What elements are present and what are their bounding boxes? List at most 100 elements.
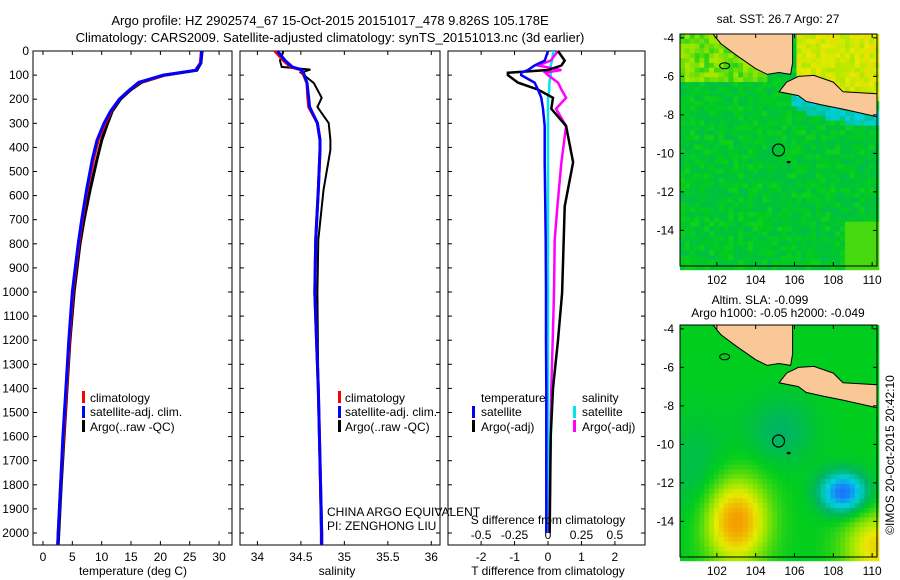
- map-cell: [859, 255, 865, 261]
- map-cell: [801, 212, 807, 218]
- map-cell: [718, 450, 724, 456]
- map-cell: [791, 111, 797, 117]
- map-cell: [762, 382, 768, 388]
- x-tick-label: 104: [746, 564, 766, 578]
- map-cell: [728, 255, 734, 261]
- map-cell: [806, 67, 812, 73]
- map-cell: [728, 556, 734, 562]
- map-cell: [840, 416, 846, 422]
- map-cell: [815, 149, 822, 155]
- map-cell: [714, 426, 720, 432]
- map-cell: [704, 551, 710, 557]
- map-cell: [777, 546, 783, 552]
- map-cell: [840, 363, 846, 369]
- map-cell: [786, 363, 792, 369]
- map-cell: [859, 236, 865, 242]
- map-cell: [680, 512, 686, 518]
- s-tick-label: 0: [545, 528, 552, 542]
- map-cell: [801, 507, 807, 514]
- map-cell: [777, 435, 783, 441]
- map-cell: [699, 498, 705, 504]
- map-cell: [704, 498, 710, 504]
- map-cell: [835, 455, 841, 461]
- map-cell: [781, 125, 788, 131]
- map-cell: [733, 411, 739, 417]
- map-cell: [738, 469, 744, 475]
- map-cell: [869, 154, 875, 160]
- map-cell: [835, 202, 841, 208]
- map-cell: [743, 517, 749, 523]
- map-cell: [869, 522, 875, 528]
- map-cell: [757, 197, 763, 203]
- map-cell: [772, 522, 778, 528]
- map-cell: [752, 387, 758, 393]
- map-cell: [777, 421, 783, 427]
- map-cell: [723, 498, 729, 504]
- map-cell: [704, 212, 710, 218]
- map-cell: [723, 402, 729, 408]
- map-cell: [757, 406, 763, 412]
- x-tick-label: 10: [95, 550, 109, 564]
- map-cell: [781, 115, 788, 121]
- map-cell: [723, 353, 729, 360]
- map-cell: [825, 402, 831, 408]
- map-cell: [684, 120, 691, 126]
- map-cell: [864, 421, 870, 427]
- map-cell: [777, 532, 783, 538]
- map-cell: [757, 202, 763, 208]
- map-cell: [723, 527, 729, 533]
- map-cell: [743, 522, 749, 528]
- map-cell: [791, 387, 797, 393]
- map-cell: [825, 130, 831, 136]
- map-cell: [699, 96, 705, 102]
- map-cell: [752, 178, 758, 184]
- map-cell: [786, 173, 792, 179]
- map-cell: [825, 207, 831, 213]
- map-cell: [709, 265, 715, 271]
- map-cell: [733, 450, 739, 456]
- map-cell: [738, 255, 744, 261]
- map-cell: [815, 469, 822, 475]
- map-cell: [684, 62, 691, 69]
- map-cell: [791, 72, 797, 78]
- map-cell: [830, 546, 836, 552]
- map-cell: [757, 231, 763, 237]
- x-tick-label: -1: [509, 550, 520, 564]
- map-cell: [854, 212, 860, 218]
- map-cell: [762, 77, 768, 83]
- map-cell: [820, 207, 826, 213]
- map-cell: [796, 493, 802, 499]
- map-cell: [869, 459, 875, 465]
- map-cell: [796, 168, 802, 174]
- map-cell: [849, 53, 855, 59]
- map-cell: [791, 541, 797, 547]
- map-cell: [781, 159, 788, 165]
- map-cell: [723, 159, 729, 165]
- map-cell: [781, 474, 788, 480]
- map-cell: [699, 101, 705, 107]
- map-cell: [772, 373, 778, 379]
- map-cell: [849, 221, 855, 227]
- map-cell: [864, 125, 870, 131]
- map-cell: [781, 411, 788, 417]
- x-tick-label: 34.5: [289, 550, 313, 564]
- map-cell: [757, 72, 763, 78]
- map-cell: [714, 517, 720, 523]
- map-cell: [815, 527, 822, 533]
- map-cell: [830, 67, 836, 73]
- map-cell: [777, 430, 783, 437]
- map-cell: [781, 445, 788, 451]
- map-cell: [752, 392, 758, 398]
- map-cell: [752, 358, 758, 364]
- map-cell: [854, 144, 860, 150]
- map-cell: [791, 192, 797, 198]
- map-cell: [743, 183, 749, 189]
- map-cell: [849, 455, 855, 461]
- map-cell: [728, 363, 734, 369]
- map-cell: [845, 488, 851, 494]
- map-cell: [738, 91, 744, 97]
- map-cell: [825, 72, 831, 78]
- map-cell: [728, 445, 734, 451]
- map-cell: [684, 430, 691, 437]
- map-cell: [830, 406, 836, 412]
